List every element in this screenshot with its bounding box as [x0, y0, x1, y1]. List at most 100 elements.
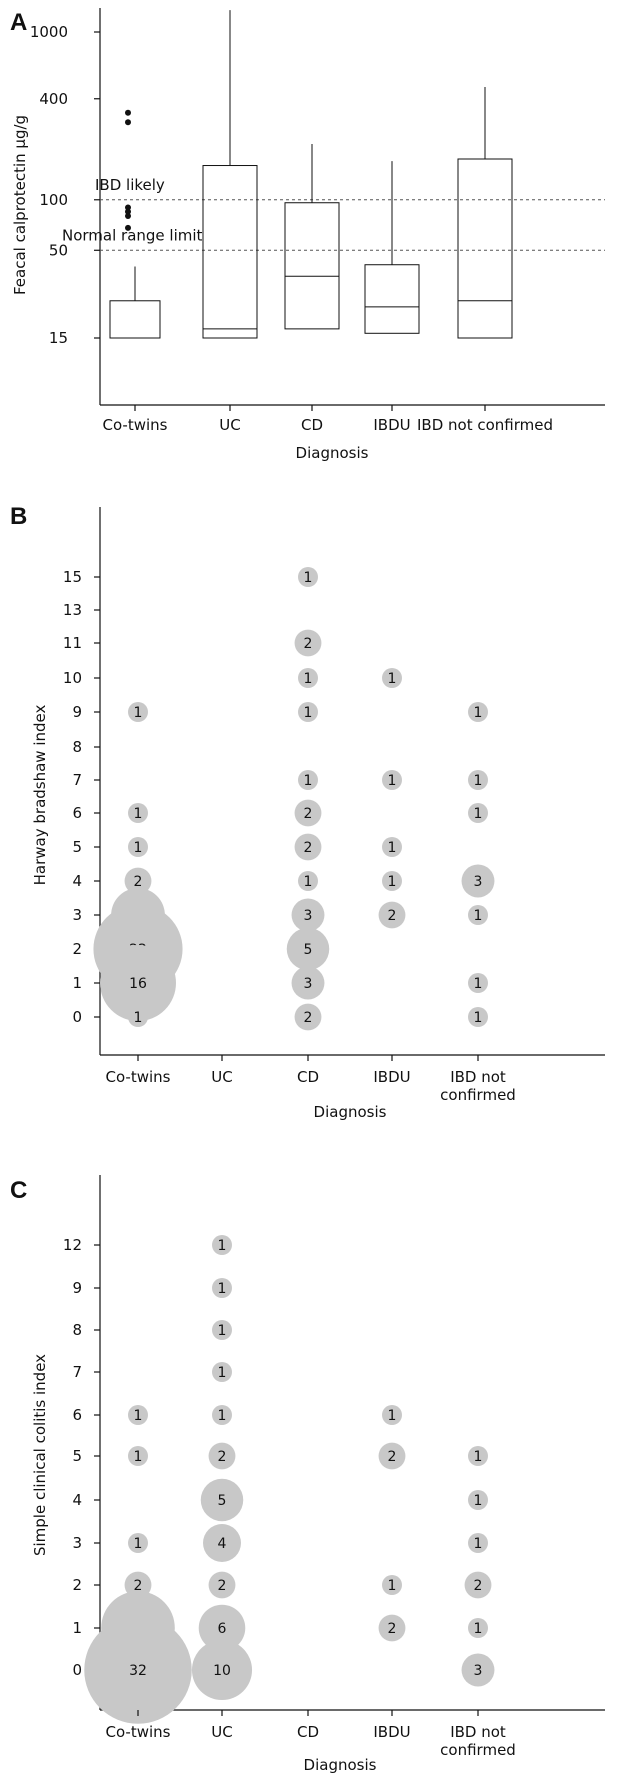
- panel-c-xtick-label-ibd-not-confirmed: IBD not: [450, 1723, 506, 1741]
- panel-b-bubble: [468, 905, 488, 925]
- panel-a-box: [364, 264, 420, 334]
- panel-c-bubble-count: 1: [218, 1323, 227, 1339]
- panel-a-outlier-point: [125, 204, 131, 211]
- panel-a-box: [284, 202, 340, 330]
- panel-b-bubble: [294, 1003, 322, 1031]
- panel-b-bubble-count: 1: [474, 976, 483, 992]
- panel-b-bubble-count: 1: [304, 570, 313, 586]
- panel-c-bubble: [461, 1653, 495, 1687]
- panel-c-ytick-label: 5: [72, 1447, 82, 1465]
- panel-b-bubble-count: 1: [474, 1010, 483, 1026]
- panel-a-x-axis-title: Diagnosis: [296, 444, 369, 462]
- panel-a-xtick-label-ibdu: IBDU: [373, 416, 410, 434]
- panel-c-bubble: [468, 1446, 488, 1466]
- panel-c-bubble-count: 1: [218, 1408, 227, 1424]
- panel-a-xtick-label-uc: UC: [219, 416, 240, 434]
- panel-c-bubble-count: 1: [218, 1365, 227, 1381]
- panel-a-outlier-point: [125, 109, 131, 116]
- panel-b-bubble: [286, 927, 330, 971]
- panel-b-xtick-label-ibd-not-confirmed: IBD not: [450, 1068, 506, 1086]
- panel-c-ytick-label: 0: [72, 1661, 82, 1679]
- panel-b-bubble: [382, 837, 402, 857]
- panel-c-ytick-label: 7: [72, 1363, 82, 1381]
- panel-c-bubble-count: 1: [218, 1238, 227, 1254]
- panel-c-bubble-count: 1: [134, 1536, 143, 1552]
- panel-c-bubble: [203, 1524, 241, 1562]
- panel-b-ytick-label: 6: [72, 804, 82, 822]
- panel-b-bubble-count: 1: [388, 840, 397, 856]
- panel-c-bubble: [124, 1571, 152, 1599]
- panel-a-box: [202, 165, 258, 339]
- panel-b-ytick-label: 15: [63, 568, 82, 586]
- panel-c-bubble: [208, 1442, 236, 1470]
- panel-b-bubble-count: 1: [474, 773, 483, 789]
- panel-b-bubble-count: 1: [134, 806, 143, 822]
- panel-b-xtick-label-co-twins: Co-twins: [106, 1068, 171, 1086]
- panel-b-bubble-count: 1: [134, 840, 143, 856]
- panel-b-bubble: [382, 770, 402, 790]
- panel-b-bubble-count: 1: [304, 705, 313, 721]
- panel-b-bubble-count: 5: [304, 942, 313, 958]
- panel-b-bubble-count: 1: [134, 705, 143, 721]
- panel-b-bubble: [291, 898, 325, 932]
- panel-b-bubble: [382, 668, 402, 688]
- panel-b-bubble-count: 16: [129, 976, 147, 992]
- panel-a-reference-label: Normal range limit: [62, 226, 203, 244]
- panel-c-bubble-count: 1: [474, 1621, 483, 1637]
- panel-b-ytick-label: 13: [63, 601, 82, 619]
- panel-b-bubble: [461, 864, 495, 898]
- panel-c-bubble: [84, 1616, 192, 1724]
- panel-b-xtick-label-ibd-not-confirmed: confirmed: [440, 1086, 516, 1104]
- panel-a-xtick-label-ibd-not-confirmed: IBD not confirmed: [417, 416, 553, 434]
- panel-a-xtick-label-co-twins: Co-twins: [103, 416, 168, 434]
- panel-b-xtick-label-uc: UC: [211, 1068, 232, 1086]
- panel-b-bubble-count: 2: [304, 806, 313, 822]
- panel-a-ytick-label: 1000: [30, 23, 68, 41]
- panel-c-xtick-label-co-twins: Co-twins: [106, 1723, 171, 1741]
- panel-c-bubble-count: 2: [474, 1578, 483, 1594]
- panel-b-bubble-count: 2: [304, 636, 313, 652]
- panel-c-bubble-count: 1: [388, 1408, 397, 1424]
- panel-c-ytick-label: 6: [72, 1406, 82, 1424]
- panel-b-bubble: [294, 799, 322, 827]
- panel-a-box: [109, 300, 161, 339]
- panel-b-bubble: [128, 1007, 148, 1027]
- panel-b-bubble: [298, 567, 318, 587]
- panel-b-xtick-label-ibdu: IBDU: [373, 1068, 410, 1086]
- panel-a-ytick-label: 15: [49, 329, 68, 347]
- panel-c-bubble: [212, 1362, 232, 1382]
- panel-c-bubble-count: 1: [474, 1536, 483, 1552]
- panel-c-bubble: [464, 1571, 492, 1599]
- panel-b-xtick-label-cd: CD: [297, 1068, 319, 1086]
- panel-b-bubble-count: 1: [304, 874, 313, 890]
- panel-a-letter: A: [10, 9, 27, 36]
- panel-a-outlier-point: [125, 208, 131, 215]
- panel-c-y-axis-title: Simple clinical colitis index: [31, 1354, 49, 1556]
- panel-c-ytick-label: 8: [72, 1321, 82, 1339]
- panel-c-bubble-count: 2: [388, 1449, 397, 1465]
- panel-b-bubble-count: 3: [304, 908, 313, 924]
- panel-a-ytick-label: 100: [39, 191, 68, 209]
- panel-c-bubble-count: 32: [129, 1663, 147, 1679]
- panel-c-xtick-label-cd: CD: [297, 1723, 319, 1741]
- panel-c-bubble: [468, 1490, 488, 1510]
- panel-c-bubble-count: 2: [388, 1621, 397, 1637]
- panel-c-bubble: [468, 1533, 488, 1553]
- panel-c-bubble: [212, 1405, 232, 1425]
- panel-a-outlier-point: [125, 224, 131, 231]
- panel-b-ytick-label: 7: [72, 771, 82, 789]
- panel-b-bubble-count: 2: [388, 908, 397, 924]
- panel-a-outlier-point: [125, 213, 131, 220]
- panel-c-bubble-count: 1: [474, 1493, 483, 1509]
- panel-a-box: [457, 158, 513, 339]
- panel-b-bubble: [128, 837, 148, 857]
- panel-b-bubble: [298, 702, 318, 722]
- panel-b-bubble-count: 1: [388, 773, 397, 789]
- panel-b-ytick-label: 1: [72, 974, 82, 992]
- panel-c-xtick-label-ibd-not-confirmed: confirmed: [440, 1741, 516, 1759]
- panel-b-bubble-count: 2: [304, 840, 313, 856]
- panel-b-ytick-label: 8: [72, 738, 82, 756]
- panel-b-letter: B: [10, 503, 27, 530]
- panel-c-bubble: [212, 1320, 232, 1340]
